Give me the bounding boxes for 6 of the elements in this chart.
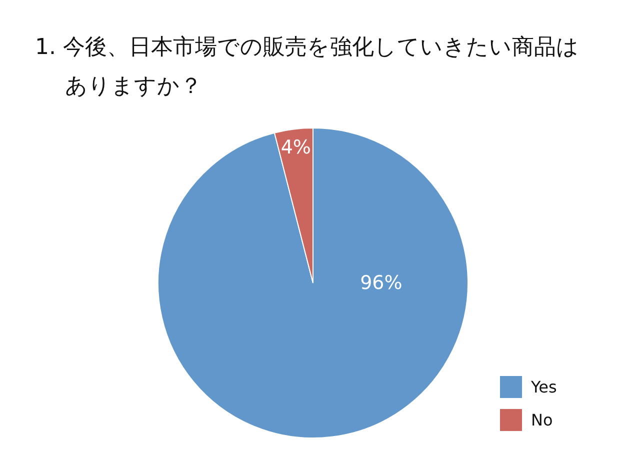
data-label: 4% (280, 136, 311, 159)
legend-label: Yes (530, 378, 557, 396)
data-label: 96% (360, 272, 402, 294)
chart-title: 1. 今後、日本市場での販売を強化していきたい商品はありますか？ (34, 34, 580, 101)
plot: 96% 4% (158, 128, 468, 438)
legend-label: No (531, 410, 553, 430)
